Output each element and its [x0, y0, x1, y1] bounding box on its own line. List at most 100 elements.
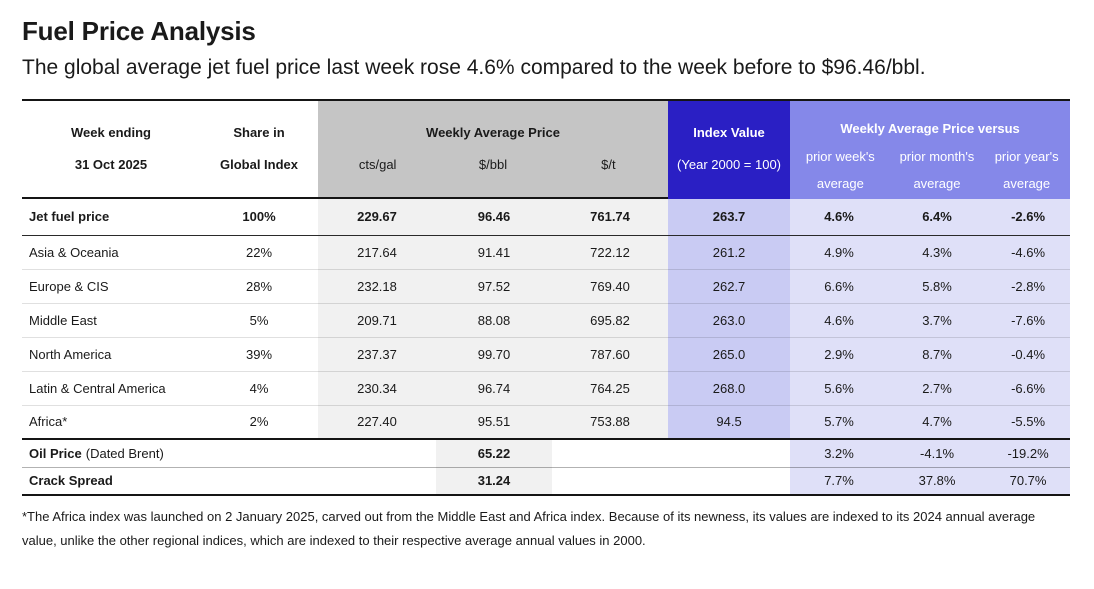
- africa-index-footnote: *The Africa index was launched on 2 Janu…: [22, 509, 1036, 548]
- cell-usd-t: [552, 466, 669, 496]
- cell-prior-week: 2.9%: [790, 336, 889, 371]
- header-prior-year: prior year's average: [994, 149, 1059, 191]
- table-row: Latin & Central America 4% 230.34 96.74 …: [22, 370, 1071, 405]
- cell-prior-week: 4.6%: [790, 198, 889, 236]
- cell-prior-month: 5.8%: [888, 268, 987, 303]
- cell-usd-bbl: 91.41: [436, 234, 552, 269]
- cell-index-value: 261.2: [668, 234, 791, 269]
- cell-share: 28%: [200, 268, 318, 303]
- cell-share: 5%: [200, 302, 318, 337]
- unit-usd-t: $/t: [601, 157, 616, 172]
- cell-cts-gal: 232.18: [318, 268, 436, 303]
- cell-usd-bbl: 97.52: [436, 268, 552, 303]
- row-label: Middle East: [22, 302, 200, 337]
- cell-prior-month: 37.8%: [888, 466, 987, 496]
- cell-cts-gal: 217.64: [318, 234, 436, 269]
- cell-usd-bbl: 99.70: [436, 336, 552, 371]
- table-header: Week ending 31 Oct 2025 Share in Global …: [22, 99, 1071, 199]
- row-label: North America: [22, 336, 200, 371]
- price-versus-columns: prior week's average prior month's avera…: [792, 143, 1068, 197]
- cell-prior-year: -19.2%: [986, 438, 1071, 467]
- table-row: Europe & CIS 28% 232.18 97.52 769.40 262…: [22, 268, 1071, 303]
- cell-usd-t: 753.88: [552, 404, 669, 439]
- cell-usd-t: 761.74: [552, 198, 669, 236]
- cell-prior-month: 4.7%: [888, 404, 987, 439]
- cell-prior-week: 6.6%: [790, 268, 889, 303]
- cell-prior-month: 3.7%: [888, 302, 987, 337]
- table-row: Jet fuel price 100% 229.67 96.46 761.74 …: [22, 198, 1071, 236]
- table-body: Jet fuel price 100% 229.67 96.46 761.74 …: [22, 198, 1071, 496]
- cell-usd-t: 695.82: [552, 302, 669, 337]
- cell-usd-t: [552, 438, 669, 467]
- cell-prior-month: 8.7%: [888, 336, 987, 371]
- cell-prior-month: -4.1%: [888, 438, 987, 467]
- table-row: Oil Price (Dated Brent) 65.22 3.2% -4.1% …: [22, 438, 1071, 467]
- table-row: Crack Spread 31.24 7.7% 37.8% 70.7%: [22, 466, 1071, 496]
- cell-index-value: 94.5: [668, 404, 791, 439]
- table-row: Africa* 2% 227.40 95.51 753.88 94.5 5.7%…: [22, 404, 1071, 439]
- cell-prior-year: -5.5%: [986, 404, 1071, 439]
- cell-usd-t: 722.12: [552, 234, 669, 269]
- cell-usd-bbl: 65.22: [436, 438, 552, 467]
- cell-prior-week: 5.7%: [790, 404, 889, 439]
- index-value-base: (Year 2000 = 100): [677, 157, 782, 172]
- cell-share: 4%: [200, 370, 318, 405]
- cell-cts-gal: [318, 466, 436, 496]
- cell-prior-month: 2.7%: [888, 370, 987, 405]
- index-value-title: Index Value: [693, 125, 765, 140]
- row-label: Asia & Oceania: [22, 234, 200, 269]
- cell-prior-year: -4.6%: [986, 234, 1071, 269]
- cell-prior-year: -2.8%: [986, 268, 1071, 303]
- cell-index-value: [668, 466, 791, 496]
- table-row: North America 39% 237.37 99.70 787.60 26…: [22, 336, 1071, 371]
- cell-share: 39%: [200, 336, 318, 371]
- table-row: Middle East 5% 209.71 88.08 695.82 263.0…: [22, 302, 1071, 337]
- cell-index-value: 262.7: [668, 268, 791, 303]
- cell-prior-month: 6.4%: [888, 198, 987, 236]
- header-weekly-average-price: Weekly Average Price cts/gal $/bbl $/t: [318, 99, 669, 199]
- cell-prior-year: -2.6%: [986, 198, 1071, 236]
- cell-cts-gal: 209.71: [318, 302, 436, 337]
- cell-index-value: 263.7: [668, 198, 791, 236]
- cell-prior-week: 4.9%: [790, 234, 889, 269]
- header-prior-month: prior month's average: [899, 149, 975, 191]
- header-week-ending: Week ending 31 Oct 2025: [22, 99, 200, 199]
- unit-row: cts/gal $/bbl $/t: [320, 149, 666, 181]
- cell-usd-t: 764.25: [552, 370, 669, 405]
- cell-prior-week: 7.7%: [790, 466, 889, 496]
- cell-index-value: 268.0: [668, 370, 791, 405]
- cell-share: [200, 438, 318, 467]
- cell-usd-t: 769.40: [552, 268, 669, 303]
- header-index-value: Index Value (Year 2000 = 100): [668, 99, 791, 199]
- cell-cts-gal: 230.34: [318, 370, 436, 405]
- cell-usd-bbl: 96.46: [436, 198, 552, 236]
- cell-cts-gal: 227.40: [318, 404, 436, 439]
- cell-prior-week: 4.6%: [790, 302, 889, 337]
- row-label: Europe & CIS: [22, 268, 200, 303]
- cell-share: 100%: [200, 198, 318, 236]
- weekly-average-price-title: Weekly Average Price: [426, 125, 560, 140]
- cell-prior-year: -7.6%: [986, 302, 1071, 337]
- unit-usd-bbl: $/bbl: [478, 157, 508, 172]
- cell-usd-bbl: 96.74: [436, 370, 552, 405]
- page-subtitle: The global average jet fuel price last w…: [22, 56, 926, 79]
- fuel-price-table: Week ending 31 Oct 2025 Share in Global …: [22, 99, 1071, 496]
- cell-usd-bbl: 88.08: [436, 302, 552, 337]
- cell-prior-month: 4.3%: [888, 234, 987, 269]
- week-ending-label: Week ending: [71, 125, 151, 140]
- cell-prior-year: -6.6%: [986, 370, 1071, 405]
- cell-prior-year: -0.4%: [986, 336, 1071, 371]
- row-label: Crack Spread: [22, 466, 200, 496]
- row-label: Oil Price (Dated Brent): [22, 438, 200, 467]
- cell-share: [200, 466, 318, 496]
- row-label: Latin & Central America: [22, 370, 200, 405]
- cell-usd-t: 787.60: [552, 336, 669, 371]
- row-label: Jet fuel price: [22, 198, 200, 236]
- week-ending-date: 31 Oct 2025: [74, 157, 148, 172]
- fuel-price-analysis-page: Fuel Price Analysis The global average j…: [22, 16, 1071, 548]
- cell-usd-bbl: 31.24: [436, 466, 552, 496]
- price-versus-title: Weekly Average Price versus: [840, 121, 1020, 136]
- cell-prior-week: 3.2%: [790, 438, 889, 467]
- cell-index-value: 265.0: [668, 336, 791, 371]
- unit-cts-gal: cts/gal: [358, 157, 397, 172]
